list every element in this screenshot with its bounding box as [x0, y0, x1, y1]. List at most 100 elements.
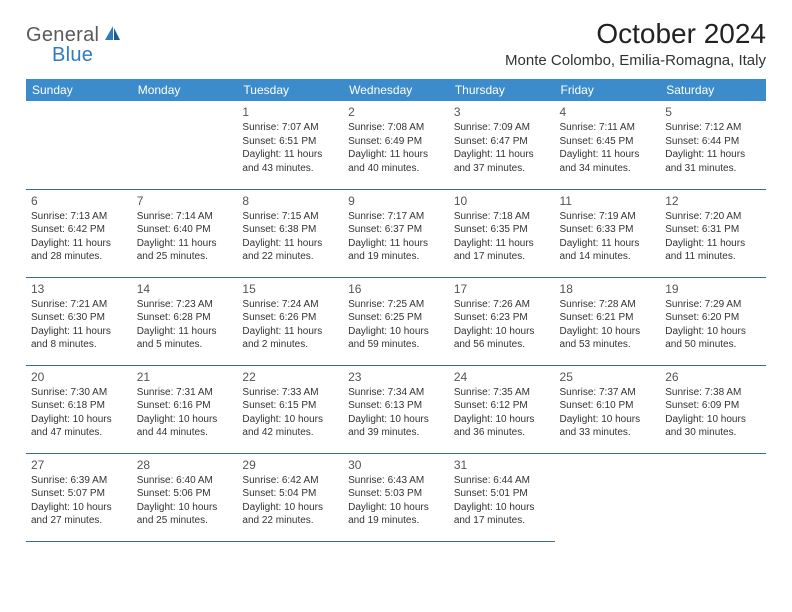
sunset-text: Sunset: 6:38 PM [242, 223, 338, 237]
daylight-text: and 25 minutes. [137, 250, 233, 264]
sunset-text: Sunset: 6:15 PM [242, 399, 338, 413]
sunset-text: Sunset: 6:30 PM [31, 311, 127, 325]
sunset-text: Sunset: 5:06 PM [137, 487, 233, 501]
sunrise-text: Sunrise: 7:17 AM [348, 210, 444, 224]
daylight-text: Daylight: 11 hours [560, 148, 656, 162]
daylight-text: Daylight: 11 hours [242, 237, 338, 251]
weekday-header: Monday [132, 79, 238, 101]
daylight-text: Daylight: 10 hours [560, 325, 656, 339]
day-number: 25 [560, 369, 656, 385]
day-number: 10 [454, 193, 550, 209]
sunset-text: Sunset: 5:01 PM [454, 487, 550, 501]
sunrise-text: Sunrise: 7:26 AM [454, 298, 550, 312]
title-block: October 2024 Monte Colombo, Emilia-Romag… [505, 18, 766, 69]
sunset-text: Sunset: 6:51 PM [242, 135, 338, 149]
day-number: 7 [137, 193, 233, 209]
sunset-text: Sunset: 6:28 PM [137, 311, 233, 325]
sunrise-text: Sunrise: 7:24 AM [242, 298, 338, 312]
sunrise-text: Sunrise: 7:38 AM [665, 386, 761, 400]
daylight-text: Daylight: 10 hours [454, 325, 550, 339]
sunset-text: Sunset: 6:26 PM [242, 311, 338, 325]
sunrise-text: Sunrise: 7:25 AM [348, 298, 444, 312]
day-number: 27 [31, 457, 127, 473]
calendar-day-cell [555, 453, 661, 541]
daylight-text: and 2 minutes. [242, 338, 338, 352]
daylight-text: and 17 minutes. [454, 514, 550, 528]
sunrise-text: Sunrise: 7:18 AM [454, 210, 550, 224]
daylight-text: Daylight: 10 hours [665, 325, 761, 339]
daylight-text: and 36 minutes. [454, 426, 550, 440]
day-number: 26 [665, 369, 761, 385]
calendar-day-cell [26, 101, 132, 189]
sunset-text: Sunset: 6:44 PM [665, 135, 761, 149]
location: Monte Colombo, Emilia-Romagna, Italy [505, 52, 766, 69]
daylight-text: and 25 minutes. [137, 514, 233, 528]
calendar-day-cell: 24Sunrise: 7:35 AMSunset: 6:12 PMDayligh… [449, 365, 555, 453]
day-number: 20 [31, 369, 127, 385]
weekday-header: Sunday [26, 79, 132, 101]
sunrise-text: Sunrise: 7:08 AM [348, 121, 444, 135]
daylight-text: and 44 minutes. [137, 426, 233, 440]
day-number: 11 [560, 193, 656, 209]
daylight-text: Daylight: 10 hours [242, 501, 338, 515]
sunrise-text: Sunrise: 7:37 AM [560, 386, 656, 400]
sunrise-text: Sunrise: 7:34 AM [348, 386, 444, 400]
sunrise-text: Sunrise: 6:40 AM [137, 474, 233, 488]
daylight-text: Daylight: 10 hours [348, 501, 444, 515]
weekday-header: Tuesday [237, 79, 343, 101]
daylight-text: Daylight: 11 hours [137, 237, 233, 251]
weekday-header: Saturday [660, 79, 766, 101]
sunrise-text: Sunrise: 7:35 AM [454, 386, 550, 400]
day-number: 8 [242, 193, 338, 209]
sunset-text: Sunset: 6:16 PM [137, 399, 233, 413]
daylight-text: and 34 minutes. [560, 162, 656, 176]
sunset-text: Sunset: 6:40 PM [137, 223, 233, 237]
daylight-text: Daylight: 10 hours [137, 413, 233, 427]
day-number: 28 [137, 457, 233, 473]
calendar-week-row: 6Sunrise: 7:13 AMSunset: 6:42 PMDaylight… [26, 189, 766, 277]
daylight-text: and 11 minutes. [665, 250, 761, 264]
logo-text-2: Blue [52, 44, 93, 66]
sunset-text: Sunset: 6:45 PM [560, 135, 656, 149]
sunset-text: Sunset: 6:35 PM [454, 223, 550, 237]
day-number: 17 [454, 281, 550, 297]
daylight-text: and 30 minutes. [665, 426, 761, 440]
sunrise-text: Sunrise: 7:30 AM [31, 386, 127, 400]
sunset-text: Sunset: 6:09 PM [665, 399, 761, 413]
day-number: 5 [665, 104, 761, 120]
day-number: 31 [454, 457, 550, 473]
daylight-text: Daylight: 10 hours [665, 413, 761, 427]
calendar-day-cell: 14Sunrise: 7:23 AMSunset: 6:28 PMDayligh… [132, 277, 238, 365]
sunset-text: Sunset: 6:49 PM [348, 135, 444, 149]
day-number: 14 [137, 281, 233, 297]
calendar-body: 1Sunrise: 7:07 AMSunset: 6:51 PMDaylight… [26, 101, 766, 541]
daylight-text: Daylight: 10 hours [560, 413, 656, 427]
daylight-text: and 22 minutes. [242, 250, 338, 264]
calendar-day-cell: 17Sunrise: 7:26 AMSunset: 6:23 PMDayligh… [449, 277, 555, 365]
daylight-text: and 19 minutes. [348, 514, 444, 528]
daylight-text: and 59 minutes. [348, 338, 444, 352]
sunrise-text: Sunrise: 7:28 AM [560, 298, 656, 312]
day-number: 23 [348, 369, 444, 385]
day-number: 12 [665, 193, 761, 209]
calendar-day-cell: 7Sunrise: 7:14 AMSunset: 6:40 PMDaylight… [132, 189, 238, 277]
day-number: 16 [348, 281, 444, 297]
sunrise-text: Sunrise: 7:23 AM [137, 298, 233, 312]
sunset-text: Sunset: 6:25 PM [348, 311, 444, 325]
sunset-text: Sunset: 5:04 PM [242, 487, 338, 501]
sunset-text: Sunset: 6:33 PM [560, 223, 656, 237]
calendar-table: SundayMondayTuesdayWednesdayThursdayFrid… [26, 79, 766, 542]
sunset-text: Sunset: 6:13 PM [348, 399, 444, 413]
sunrise-text: Sunrise: 7:31 AM [137, 386, 233, 400]
month-title: October 2024 [505, 18, 766, 50]
calendar-day-cell: 4Sunrise: 7:11 AMSunset: 6:45 PMDaylight… [555, 101, 661, 189]
calendar-day-cell: 29Sunrise: 6:42 AMSunset: 5:04 PMDayligh… [237, 453, 343, 541]
daylight-text: and 22 minutes. [242, 514, 338, 528]
day-number: 15 [242, 281, 338, 297]
calendar-day-cell: 12Sunrise: 7:20 AMSunset: 6:31 PMDayligh… [660, 189, 766, 277]
calendar-day-cell: 25Sunrise: 7:37 AMSunset: 6:10 PMDayligh… [555, 365, 661, 453]
sunrise-text: Sunrise: 6:42 AM [242, 474, 338, 488]
daylight-text: and 37 minutes. [454, 162, 550, 176]
sunset-text: Sunset: 6:42 PM [31, 223, 127, 237]
sunrise-text: Sunrise: 7:33 AM [242, 386, 338, 400]
